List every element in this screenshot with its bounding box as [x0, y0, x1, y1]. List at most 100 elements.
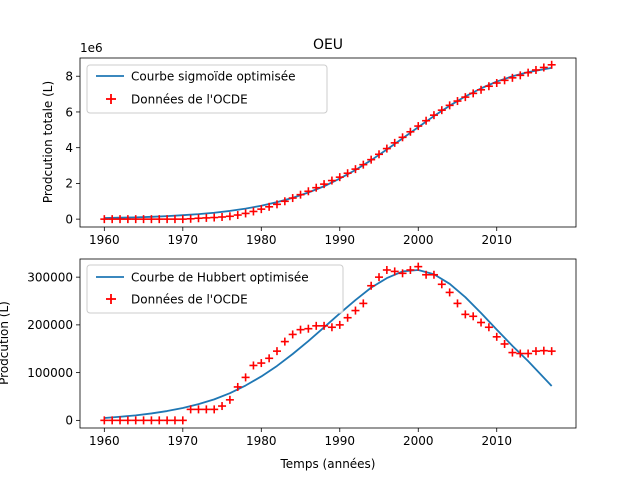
- bottom-x-tick-label: 2010: [481, 434, 512, 448]
- top-legend-marker-swatch: [106, 94, 116, 104]
- top-data-point: [280, 197, 289, 206]
- top-data-point: [390, 138, 399, 147]
- bottom-data-point: [469, 312, 478, 321]
- top-data-point: [547, 60, 556, 69]
- top-data-point: [210, 213, 219, 222]
- bottom-data-point: [445, 288, 454, 297]
- bottom-data-point: [194, 405, 203, 414]
- bottom-plot-frame: [79, 258, 577, 429]
- top-data-point: [272, 200, 281, 209]
- bottom-data-point: [437, 280, 446, 289]
- bottom-data-point: [453, 299, 462, 308]
- bottom-data-point: [123, 416, 132, 425]
- top-data-point: [429, 111, 438, 120]
- top-data-point: [233, 211, 242, 220]
- bottom-x-tick-label: 1980: [246, 434, 277, 448]
- top-data-point: [359, 160, 368, 169]
- top-y-offset-text: 1e6: [80, 41, 103, 55]
- top-data-point: [296, 190, 305, 199]
- top-y-tick-label: 4: [65, 141, 73, 155]
- top-data-point: [155, 215, 164, 224]
- top-data-point: [249, 207, 258, 216]
- top-data-point: [477, 85, 486, 94]
- top-x-tick-label: 1960: [89, 233, 120, 247]
- top-data-point: [508, 73, 517, 82]
- bottom-data-point: [398, 269, 407, 278]
- bottom-data-point: [225, 395, 234, 404]
- top-y-axis-label: Prodcution totale (L): [41, 81, 55, 203]
- top-data-point: [469, 89, 478, 98]
- bottom-legend: Courbe de Hubbert optimisée Données de l…: [86, 264, 344, 314]
- bottom-data-point: [335, 320, 344, 329]
- bottom-data-point: [343, 313, 352, 322]
- top-data-point: [288, 194, 297, 203]
- top-data-point: [375, 150, 384, 159]
- top-legend: Courbe sigmoïde optimisée Données de l'O…: [86, 64, 328, 114]
- subplot-bottom: Prodcution (L) Temps (années) 1960 1970 19…: [0, 258, 577, 471]
- bottom-data-point: [280, 337, 289, 346]
- bottom-y-tick-label: 200000: [27, 318, 73, 332]
- bottom-data-point: [414, 262, 423, 271]
- bottom-data-point: [139, 416, 148, 425]
- bottom-data-point: [390, 267, 399, 276]
- top-data-point: [351, 165, 360, 174]
- top-data-point: [406, 127, 415, 136]
- bottom-data-point: [524, 349, 533, 358]
- bottom-plot-marks: [100, 262, 556, 425]
- top-data-point: [116, 215, 125, 224]
- bottom-x-axis-label: Temps (années): [280, 457, 376, 471]
- top-data-point: [445, 101, 454, 110]
- bottom-data-point: [178, 416, 187, 425]
- top-y-tick-label: 8: [65, 70, 73, 84]
- top-data-point: [131, 215, 140, 224]
- top-x-tick-label: 1980: [246, 233, 277, 247]
- top-y-tick-label: 6: [65, 105, 73, 119]
- bottom-data-point: [304, 324, 313, 333]
- bottom-data-point: [265, 354, 274, 363]
- bottom-x-tick-label: 2000: [403, 434, 434, 448]
- top-data-point: [147, 215, 156, 224]
- top-data-point: [524, 68, 533, 77]
- bottom-data-point: [296, 325, 305, 334]
- top-title: OEU: [313, 37, 343, 53]
- top-data-point: [320, 180, 329, 189]
- bottom-axis-ticks: 1960 1970 1980 1990 2000 2010 0 100000 200000 300…: [27, 270, 512, 448]
- bottom-data-point: [508, 348, 517, 357]
- bottom-data-point: [257, 359, 266, 368]
- top-axis-ticks: 1960 1970 1980 1990 2000 2010 0 2 4 6 8: [65, 70, 512, 247]
- top-legend-label-curve: Courbe sigmoïde optimisée: [131, 70, 296, 84]
- top-data-point: [194, 214, 203, 223]
- top-data-point: [265, 202, 274, 211]
- bottom-y-axis-label: Prodcution (L): [0, 301, 11, 385]
- bottom-data-point: [351, 306, 360, 315]
- top-data-point: [398, 133, 407, 142]
- subplot-top: OEU 1e6 Prodcution totale (L) 1960 1970 19…: [41, 37, 577, 247]
- bottom-data-point: [429, 270, 438, 279]
- top-data-point: [492, 79, 501, 88]
- top-x-tick-label: 2010: [481, 233, 512, 247]
- top-data-point: [218, 212, 227, 221]
- bottom-data-point: [327, 323, 336, 332]
- top-data-point: [367, 155, 376, 164]
- top-data-point: [304, 187, 313, 196]
- top-data-point: [163, 215, 172, 224]
- bottom-y-tick-label: 0: [65, 414, 73, 428]
- top-data-point: [437, 106, 446, 115]
- top-x-tick-label: 1990: [324, 233, 355, 247]
- bottom-data-point: [461, 310, 470, 319]
- top-data-point: [516, 71, 525, 80]
- bottom-data-point: [288, 330, 297, 339]
- bottom-data-point: [249, 361, 258, 370]
- bottom-data-point: [320, 321, 329, 330]
- top-data-point: [539, 63, 548, 72]
- top-data-point: [178, 215, 187, 224]
- bottom-data-point: [312, 321, 321, 330]
- bottom-data-point: [116, 416, 125, 425]
- top-plot-marks: [100, 60, 556, 224]
- bottom-data-point: [241, 373, 250, 382]
- top-data-point: [461, 93, 470, 102]
- bottom-legend-box: [86, 264, 344, 314]
- top-data-point: [170, 215, 179, 224]
- top-data-point: [108, 215, 117, 224]
